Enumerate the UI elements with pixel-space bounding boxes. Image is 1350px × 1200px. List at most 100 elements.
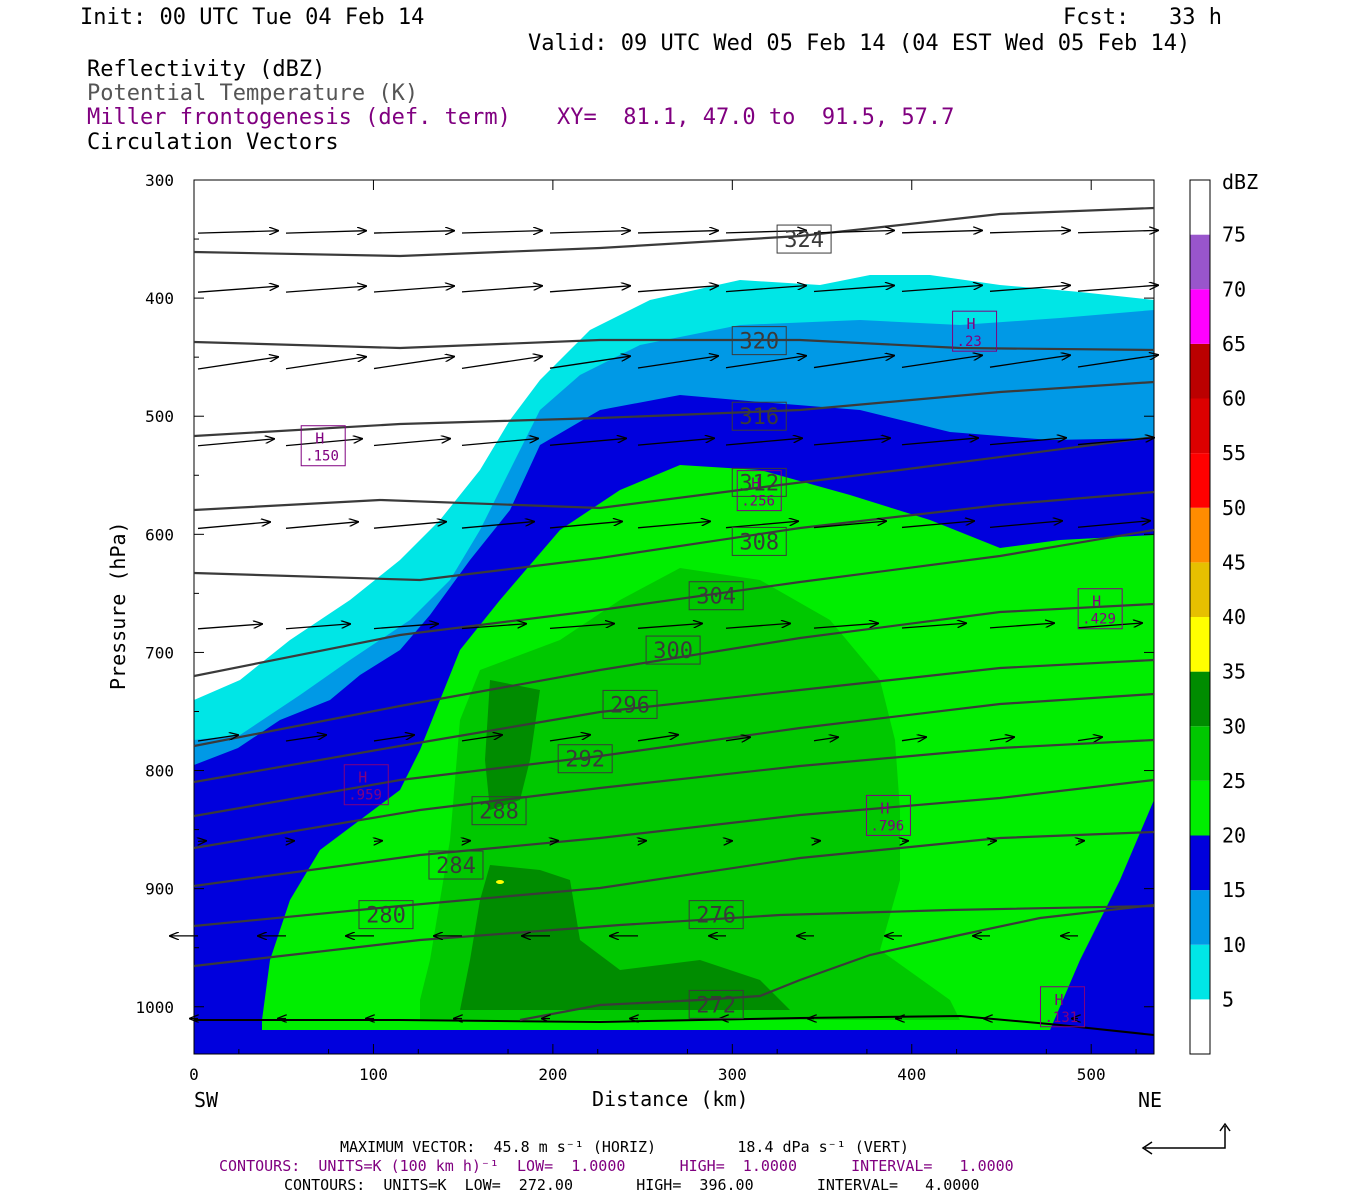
theta-label: 320 [739,330,779,355]
fronto-max-value: .429 [1082,612,1116,628]
circulation-vector [813,623,878,629]
fronto-max-value: .959 [348,788,382,804]
circulation-vector [198,841,206,842]
reference-vector-icon [1141,1122,1231,1155]
circulation-vector [989,285,1070,292]
circulation-vector [637,356,718,369]
circulation-vector [373,439,450,447]
colorbar-bin [1190,671,1210,727]
isentrope-292 [194,692,1154,818]
circulation-vector [725,231,806,233]
circulation-vector [725,356,806,369]
circulation-vector [725,286,806,293]
circulation-vector [550,841,558,842]
colorbar-label: 70 [1222,277,1246,301]
circulation-vector [1077,285,1158,292]
circulation-vector [989,438,1066,446]
circulation-vector [549,735,590,742]
y-tick-label: 700 [145,643,174,662]
colorbar-label: 10 [1222,933,1246,957]
theta-label: 292 [565,748,605,773]
colorbar-label: 50 [1222,496,1246,520]
circulation-vector [813,230,894,232]
circulation-vector [197,735,238,742]
circulation-vector [461,735,502,742]
circulation-vector [461,286,542,293]
colorbar-label: 20 [1222,824,1246,848]
colorbar-bin [1190,180,1210,235]
legend-frontogenesis: Miller frontogenesis (def. term) [87,105,511,130]
theta-label-box [688,900,744,930]
circulation-vector [725,737,750,741]
circulation-vector [1077,521,1150,528]
circulation-vector [989,355,1070,368]
circulation-vector [197,522,270,530]
colorbar-bin [1190,453,1210,508]
y-tick-label: 1000 [135,998,174,1017]
circulation-vector [285,522,358,529]
init-time: Init: 00 UTC Tue 04 Feb 14 [80,5,425,30]
colorbar-label: 40 [1222,605,1246,629]
colorbar-frame [1189,179,1211,1055]
circulation-vector [549,624,614,630]
theta-label-box [731,401,787,431]
theta-label: 288 [479,800,519,825]
circulation-vector [901,285,982,293]
isentrope-288 [194,738,1154,850]
x-tick-label: 300 [718,1065,747,1084]
colorbar-bin [1190,507,1210,563]
circulation-vector [637,438,714,446]
isentrope-316 [194,380,1154,438]
colorbar-label: 30 [1222,714,1246,738]
colorbar-bin [1190,944,1210,1000]
circulation-vector [197,286,278,293]
colorbar-bin-below [1190,999,1210,1054]
dbz-colorbar: 5 10 15 20 25 30 35 40 45 50 55 60 65 70 75 [1189,179,1246,1055]
colorbar-label: 55 [1222,441,1246,465]
circulation-vector [461,624,526,630]
colorbar-bin [1190,780,1210,836]
circulation-vector [637,231,718,233]
colorbar-bin [1190,234,1210,290]
circulation-vector [813,286,894,293]
refl-35dbz-spot [496,880,504,884]
theta-label: 312 [739,471,779,496]
y-tick-label: 800 [145,762,174,781]
x-tick-label: 200 [538,1065,567,1084]
colorbar-label: 25 [1222,769,1246,793]
circulation-vector [373,522,446,529]
y-axis-label: Pressure (hPa) [106,521,130,690]
circulation-vector [1077,438,1154,446]
fronto-max-value: .131 [1044,1010,1078,1026]
circulation-vector [285,357,366,370]
circulation-vector [197,357,278,370]
colorbar-unit: dBZ [1222,170,1259,194]
legend-xy: XY= 81.1, 47.0 to 91.5, 57.7 [557,105,955,130]
circulation-vector [461,231,542,233]
theta-label-box [645,635,701,665]
theta-label-box [688,989,744,1019]
circulation-vector [637,521,710,529]
circulation-vector [549,521,622,529]
y-axis-ticks: 300 400 500 600 700 800 900 1000 [135,171,1154,1017]
circulation-vector [813,737,838,741]
x-tick-label: 0 [189,1065,199,1084]
x-tick-label: 500 [1077,1065,1106,1084]
legend-theta: Potential Temperature (K) [87,81,419,106]
colorbar-bin [1190,343,1210,399]
circulation-vector [813,438,890,446]
circulation-vector [1077,355,1158,368]
terrain-line [194,1014,1155,1036]
circulation-vector [197,624,262,630]
colorbar-bin [1190,617,1210,672]
circulation-vector [286,841,294,842]
isentrope-296 [194,658,1154,784]
ne-label: NE [1138,1088,1163,1112]
y-tick-label: 300 [145,171,174,190]
fronto-max-box [1077,588,1123,630]
fronto-max-letter: H [967,315,976,333]
isentrope-320 [194,338,1154,352]
colorbar-label: 5 [1222,987,1234,1011]
fronto-max-letter: H [1054,991,1063,1009]
